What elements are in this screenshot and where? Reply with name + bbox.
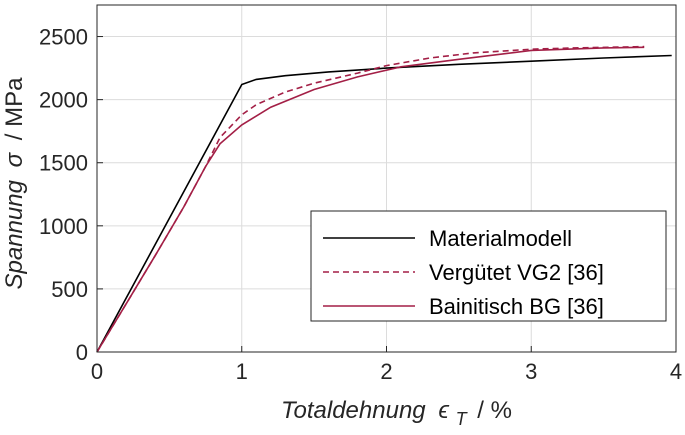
y-tick-label: 2500 [39, 25, 88, 50]
y-tick-label: 500 [51, 277, 88, 302]
legend-label-2: Bainitisch BG [36] [429, 294, 604, 319]
series-line-0 [96, 54, 672, 353]
legend-label-0: Materialmodell [429, 226, 572, 251]
x-axis-label-main: Totaldehnung [281, 397, 426, 424]
tick-labels: 0 1 2 3 4 0 500 1000 1500 2000 2500 [39, 25, 682, 384]
x-axis-label: Totaldehnung ϵ T / % [281, 397, 512, 431]
y-axis-label: Spannung σ / MPa [1, 77, 28, 290]
series-line-2 [96, 46, 645, 353]
x-axis-label-subscript: T [456, 409, 469, 429]
x-tick-label: 3 [525, 359, 537, 384]
y-axis-label-main: Spannung [1, 179, 28, 289]
legend-label-1: Vergütet VG2 [36] [429, 260, 604, 285]
x-tick-label: 0 [91, 359, 103, 384]
series-layer [96, 45, 672, 353]
y-tick-label: 1000 [39, 214, 88, 239]
x-axis-label-symbol: ϵ [438, 397, 449, 424]
axis-ticks [96, 36, 677, 353]
x-tick-label: 1 [236, 359, 248, 384]
legend: Materialmodell Vergütet VG2 [36] Bainitisc… [310, 210, 667, 322]
y-tick-label: 1500 [39, 151, 88, 176]
y-axis-label-unit: / MPa [1, 77, 28, 140]
x-tick-label: 2 [380, 359, 392, 384]
x-axis-label-unit: / % [477, 397, 512, 424]
y-tick-label: 2000 [39, 88, 88, 113]
legend-box [310, 210, 667, 322]
y-axis-label-symbol: σ [1, 151, 28, 167]
x-tick-label: 4 [670, 359, 682, 384]
y-tick-label: 0 [76, 340, 88, 365]
